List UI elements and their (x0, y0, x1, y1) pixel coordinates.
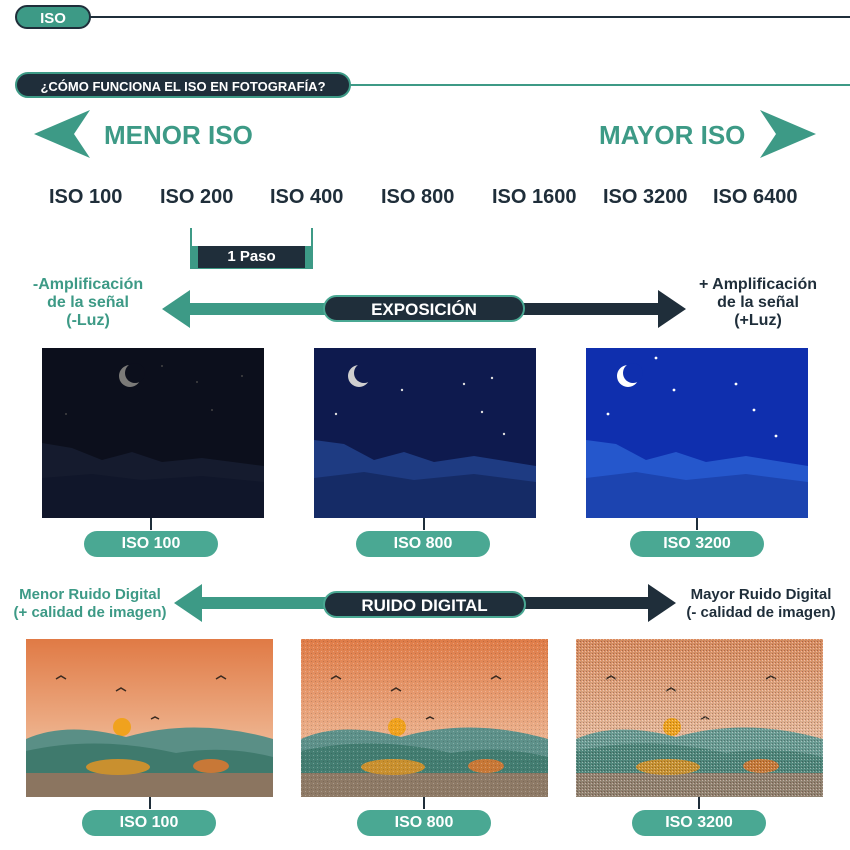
noise-left-line2: (+ calidad de imagen) (13, 604, 167, 621)
exposure-right-text: + Amplificación de la señal (+Luz) (683, 276, 833, 330)
night-stem-3 (696, 518, 698, 530)
question-text: ¿CÓMO FUNCIONA EL ISO EN FOTOGRAFÍA? (40, 79, 326, 94)
noise-banner: RUIDO DIGITAL (323, 591, 526, 618)
noise-title: RUIDO DIGITAL (361, 596, 488, 615)
section-tag-text: ISO (40, 10, 66, 27)
landscape-stem-2 (423, 797, 425, 809)
noise-left-line1: Menor Ruido Digital (19, 586, 161, 603)
exposure-right-line1: + Amplificación (698, 276, 818, 293)
step-pill: 1 Paso (190, 246, 313, 268)
exposure-left-line1: -Amplificación (32, 276, 144, 293)
night-stem-1 (150, 518, 152, 530)
iso-value-1600: ISO 1600 (492, 186, 577, 208)
landscape-image-iso800 (301, 639, 548, 797)
right-arrow-icon (760, 110, 816, 158)
iso-value-100: ISO 100 (49, 186, 123, 208)
mayor-iso-label: MAYOR ISO (599, 120, 746, 150)
night-image-iso100 (42, 348, 264, 518)
night-image-iso3200 (586, 348, 808, 518)
noise-label-iso800: ISO 800 (357, 810, 491, 836)
section-tag: ISO (15, 5, 91, 29)
exposure-label-iso3200: ISO 3200 (630, 531, 764, 557)
exposure-banner: EXPOSICIÓN (323, 295, 525, 322)
noise-right-line2: (- calidad de imagen) (686, 604, 836, 621)
left-arrow-icon (34, 110, 90, 158)
noise-label-iso3200: ISO 3200 (632, 810, 766, 836)
exposure-title: EXPOSICIÓN (371, 300, 477, 319)
step-pill-inner: 1 Paso (198, 246, 305, 268)
landscape-image-iso100 (26, 639, 273, 797)
iso-value-200: ISO 200 (160, 186, 234, 208)
iso-value-800: ISO 800 (381, 186, 455, 208)
noise-right-line1: Mayor Ruido Digital (690, 586, 832, 603)
question-rule (340, 84, 850, 86)
exposure-label-iso800: ISO 800 (356, 531, 490, 557)
night-stem-2 (423, 518, 425, 530)
top-rule (90, 16, 850, 18)
question-banner: ¿CÓMO FUNCIONA EL ISO EN FOTOGRAFÍA? (15, 72, 351, 98)
exposure-label-iso100: ISO 100 (84, 531, 218, 557)
noise-arrow-icon (174, 584, 676, 622)
iso-value-400: ISO 400 (270, 186, 344, 208)
noise-label-iso100: ISO 100 (82, 810, 216, 836)
iso-value-3200: ISO 3200 (603, 186, 688, 208)
exposure-left-text: -Amplificación de la señal (-Luz) (14, 276, 162, 330)
exposure-left-line2: de la señal (47, 294, 129, 311)
iso-value-6400: ISO 6400 (713, 186, 798, 208)
exposure-arrow-icon (162, 290, 686, 328)
landscape-stem-3 (698, 797, 700, 809)
exposure-right-line3: (+Luz) (734, 312, 782, 329)
landscape-stem-1 (149, 797, 151, 809)
noise-right-text: Mayor Ruido Digital (- calidad de imagen… (676, 586, 846, 622)
landscape-image-iso3200 (576, 639, 823, 797)
menor-iso-label: MENOR ISO (104, 120, 253, 150)
night-image-iso800 (314, 348, 536, 518)
step-label: 1 Paso (227, 248, 276, 265)
noise-left-text: Menor Ruido Digital (+ calidad de imagen… (4, 586, 176, 622)
exposure-left-line3: (-Luz) (66, 312, 110, 329)
exposure-right-line2: de la señal (717, 294, 799, 311)
